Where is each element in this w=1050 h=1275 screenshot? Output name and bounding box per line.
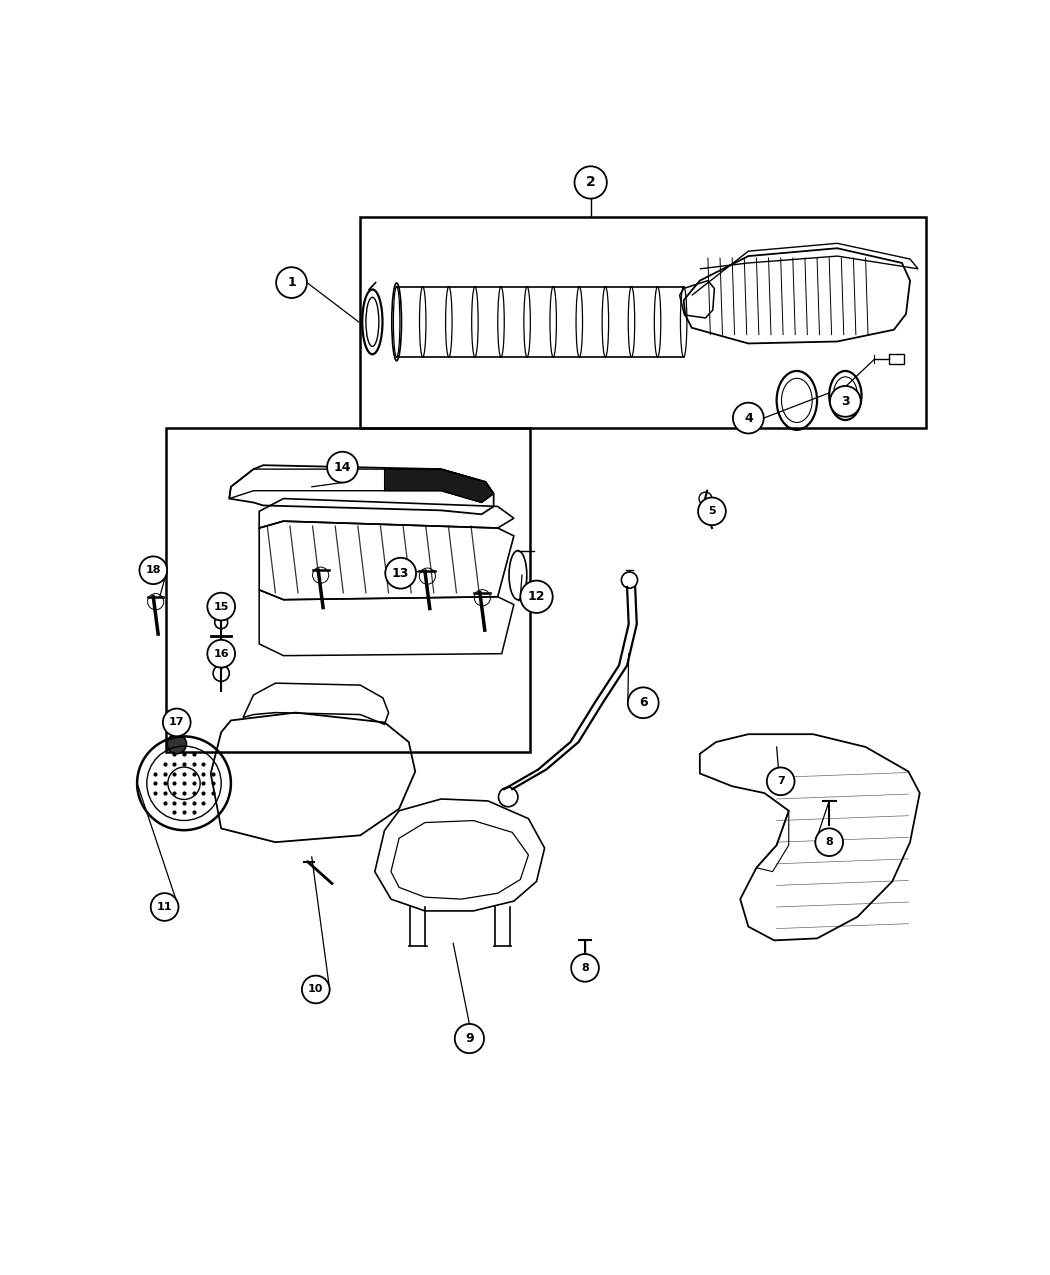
Circle shape (385, 557, 416, 589)
Text: 1: 1 (287, 277, 296, 289)
Circle shape (140, 556, 167, 584)
Bar (166, 428, 530, 752)
Text: 12: 12 (528, 590, 545, 603)
Text: 10: 10 (308, 984, 323, 995)
Text: 4: 4 (744, 412, 753, 425)
Circle shape (830, 386, 861, 417)
Text: 11: 11 (156, 901, 172, 912)
Circle shape (163, 709, 191, 736)
Text: 17: 17 (169, 718, 185, 728)
Text: 15: 15 (213, 602, 229, 612)
Text: 2: 2 (586, 176, 595, 190)
Bar (889, 354, 904, 365)
Circle shape (698, 497, 726, 525)
Circle shape (207, 640, 235, 668)
Circle shape (733, 403, 763, 434)
Circle shape (151, 892, 178, 921)
Text: 8: 8 (581, 963, 589, 973)
Text: 9: 9 (465, 1031, 474, 1046)
Text: 7: 7 (777, 776, 784, 787)
Circle shape (167, 734, 187, 754)
Text: 6: 6 (638, 696, 648, 709)
Text: 5: 5 (708, 506, 716, 516)
Text: 8: 8 (825, 838, 833, 847)
Circle shape (574, 166, 607, 199)
Text: 14: 14 (334, 460, 351, 473)
Circle shape (521, 580, 552, 613)
Circle shape (628, 687, 658, 718)
Text: 3: 3 (841, 395, 849, 408)
Text: 13: 13 (392, 566, 410, 580)
Text: 18: 18 (146, 565, 161, 575)
Circle shape (766, 768, 795, 796)
Circle shape (302, 975, 330, 1003)
Circle shape (455, 1024, 484, 1053)
Text: 16: 16 (213, 649, 229, 659)
Circle shape (276, 268, 307, 298)
Circle shape (815, 829, 843, 856)
Circle shape (207, 593, 235, 621)
Bar (360, 217, 926, 428)
Circle shape (327, 451, 358, 482)
Polygon shape (384, 469, 494, 502)
Circle shape (571, 954, 598, 982)
